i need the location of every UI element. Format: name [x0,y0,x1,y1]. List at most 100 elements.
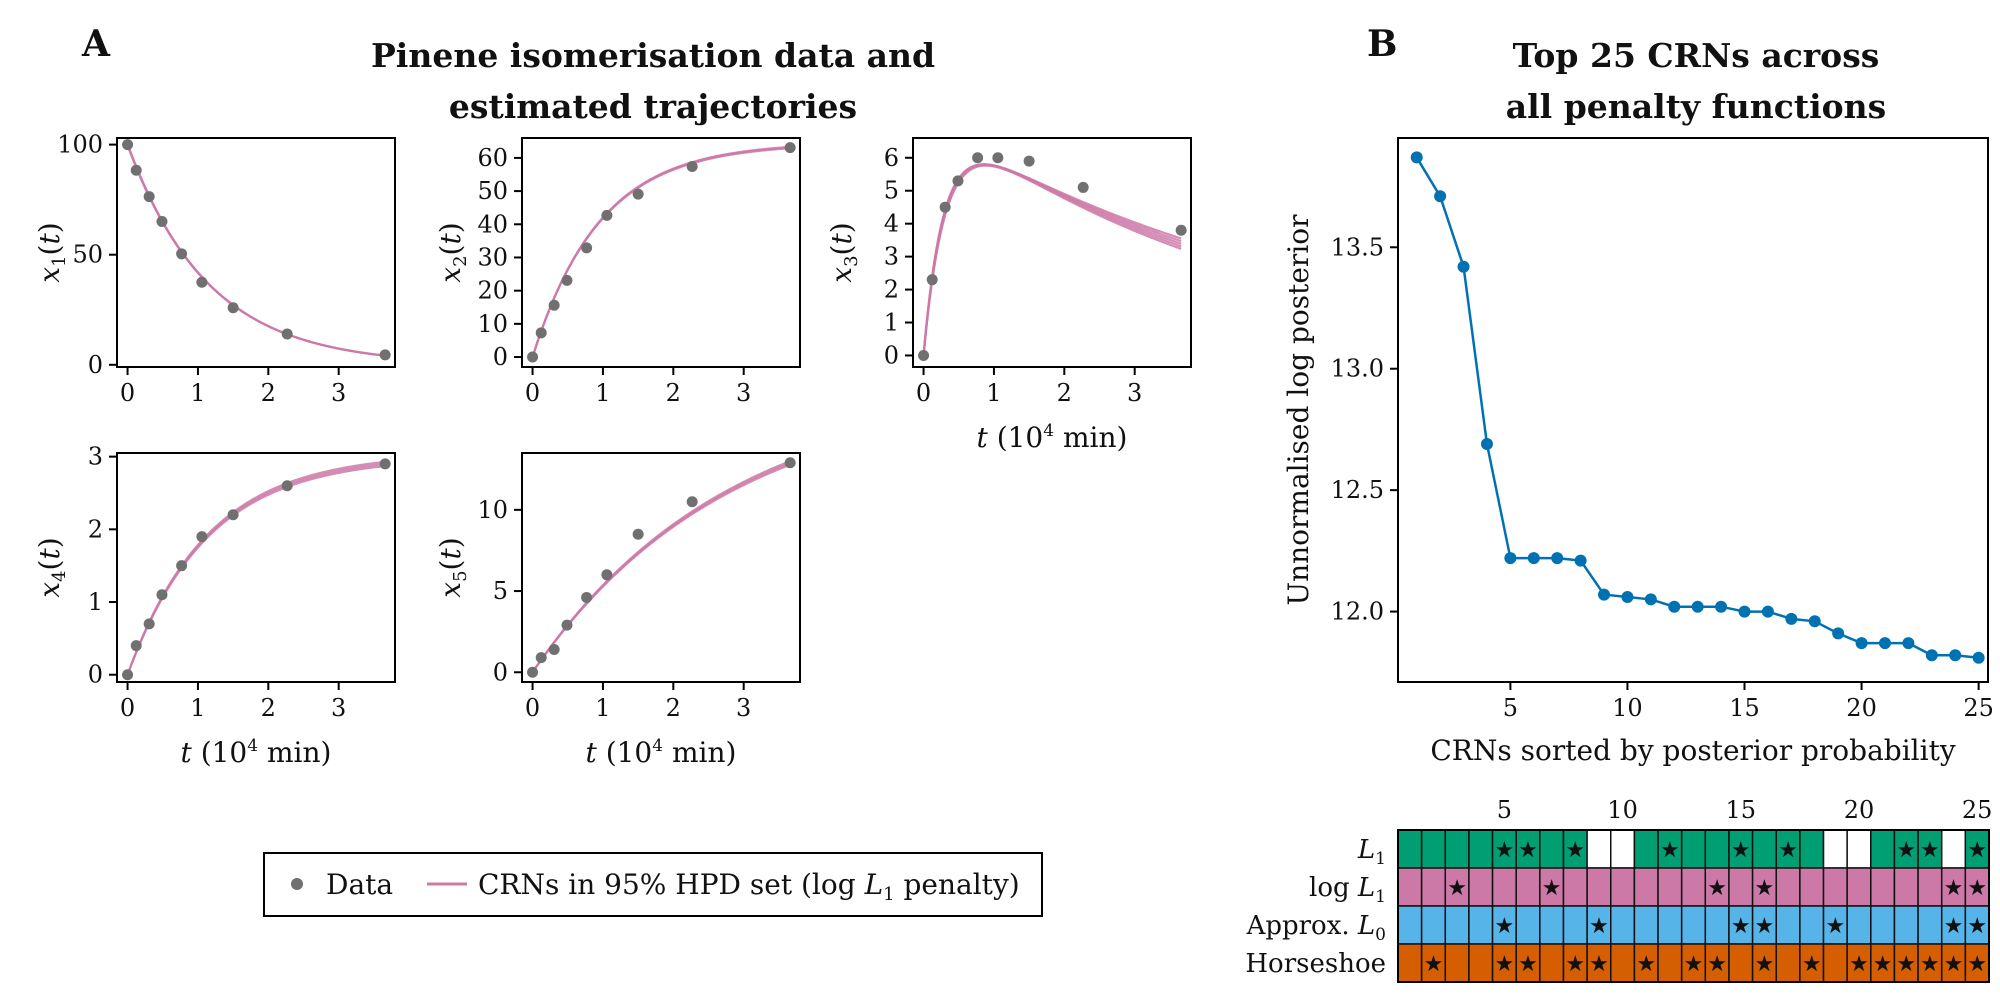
data-point [581,242,593,254]
axes-frame [521,452,801,683]
heatmap-cell [1657,943,1683,983]
data-point [972,152,984,164]
x-tick-label: 0 [916,379,931,407]
star-icon: ★ [1518,838,1538,863]
data-point [122,139,134,151]
heatmap-cell [1822,867,1848,907]
axes-frame [116,452,396,683]
data-point [918,349,930,361]
y-tick-label: 40 [477,210,508,238]
star-icon: ★ [1920,838,1940,863]
posterior-point [1761,605,1774,618]
heatmap-cell [1586,829,1612,869]
posterior-point [1878,637,1891,650]
heatmap-cell [1870,905,1896,945]
heatmap-cell [1468,905,1494,945]
data-point [926,274,938,286]
y-tick-label: 0 [88,661,103,689]
star-icon: ★ [1565,838,1585,863]
data-point [156,589,168,601]
data-point [548,644,560,656]
x-tick-label: 1 [190,379,205,407]
heatmap-cell [1893,867,1919,907]
subplot-x1: 0 1 2 3 0 50 100 x1(t) [33,131,396,407]
y-tick-label: 0 [493,343,508,371]
star-icon: ★ [1944,876,1964,901]
data-point [196,531,208,543]
data-point [632,528,644,540]
x-tick-label: 3 [331,694,346,722]
posterior-point [1715,600,1728,613]
heatmap-cell [1704,905,1730,945]
y-tick-label: 60 [477,144,508,172]
y-tick-label: 100 [57,131,103,159]
heatmap-cell [1917,905,1943,945]
posterior-point [1410,151,1423,164]
x-tick-label: 5 [1503,694,1518,722]
data-point [379,458,391,470]
legend: Data CRNs in 95% HPD set (log L1 penalty… [263,852,1043,917]
heatmap-cell [1680,867,1707,907]
data-point [601,569,613,581]
heatmap-row-approx_l0: ★ ★ ★ ★ ★ ★ ★Approx. L0 [1246,905,1990,945]
x-tick-label: 25 [1963,694,1994,722]
legend-data-label: Data [326,868,393,901]
trajectory-curve [922,164,1182,356]
x-tick-label: 0 [525,379,540,407]
y-tick-label: 30 [477,243,508,271]
data-point [156,215,168,227]
y-tick-label: 5 [884,177,899,205]
heatmap-cell [1846,905,1872,945]
posterior-point [1480,438,1493,450]
heatmap-cell [1893,905,1919,945]
y-tick-label: 2 [88,515,103,543]
posterior-point [1504,552,1517,565]
heatmap-cell [1539,829,1565,869]
posterior-point [1738,605,1751,618]
heatmap-cell [1397,867,1423,907]
posterior-plot: 5 10 15 20 25 12.0 12.5 13.0 13.5 CRNs sorted by … [1282,137,1994,767]
data-point [130,164,142,176]
heatmap-cell [1751,829,1777,869]
trajectory-curve [126,464,386,676]
data-point [176,248,188,260]
x-tick-label: 3 [1127,379,1142,407]
data-point [686,496,698,508]
star-icon: ★ [1825,914,1845,939]
heatmap-cell [1562,867,1588,907]
x-axis-label: t (104 min) [181,736,332,769]
star-icon: ★ [1636,952,1656,977]
x-tick-label: 3 [736,379,751,407]
heatmap-cell [1610,867,1636,907]
x-tick-label: 2 [261,379,276,407]
posterior-point [1949,649,1962,662]
panel-a-letter: A [81,23,111,65]
y-axis-label: x5(t) [434,537,471,597]
legend-crn-label: CRNs in 95% HPD set (log L1 penalty) [478,868,1020,905]
heatmap-cell [1610,905,1636,945]
x-tick-label: 2 [666,694,681,722]
posterior-point [1808,615,1821,628]
heatmap-cell [1680,905,1707,945]
y-axis-label: x4(t) [33,537,70,597]
heatmap-cell [1515,867,1541,907]
heatmap-cell [1704,829,1730,869]
data-point [1077,181,1089,193]
heatmap-cell [1657,905,1683,945]
x-tick-label: 3 [331,379,346,407]
heatmap-row-label: Horseshoe [1245,949,1386,979]
star-icon: ★ [1944,952,1964,977]
x-tick-label: 0 [525,694,540,722]
star-icon: ★ [1707,876,1727,901]
axes-frame [1397,137,1989,683]
y-tick-label: 3 [884,243,899,271]
data-point [176,560,188,572]
data-point [281,328,293,340]
star-icon: ★ [1778,838,1798,863]
heatmap-cell [1539,943,1565,983]
heatmap-row-horseshoe: ★ ★ ★ ★ ★ ★ ★ ★ ★ ★ ★ ★ ★ ★ ★ ★Horseshoe [1245,943,1990,983]
star-icon: ★ [1849,952,1869,977]
data-point [601,209,613,221]
data-point [535,327,547,339]
